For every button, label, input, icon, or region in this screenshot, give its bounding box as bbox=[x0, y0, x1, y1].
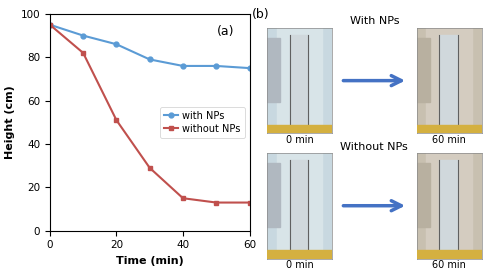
without NPs bbox=[213, 201, 219, 204]
without NPs bbox=[80, 51, 86, 54]
Text: 60 min: 60 min bbox=[432, 260, 466, 270]
Bar bbox=[417, 250, 482, 259]
X-axis label: Time (min): Time (min) bbox=[116, 256, 184, 266]
with NPs bbox=[213, 64, 219, 68]
with NPs bbox=[247, 66, 252, 70]
Bar bbox=[267, 125, 332, 133]
Text: (a): (a) bbox=[217, 25, 235, 38]
without NPs bbox=[247, 201, 252, 204]
Text: (b): (b) bbox=[252, 8, 269, 21]
Text: 60 min: 60 min bbox=[432, 135, 466, 145]
Line: with NPs: with NPs bbox=[47, 22, 252, 71]
with NPs bbox=[180, 64, 186, 68]
Line: without NPs: without NPs bbox=[47, 22, 252, 205]
Text: With NPs: With NPs bbox=[349, 16, 399, 26]
Y-axis label: Height (cm): Height (cm) bbox=[5, 85, 15, 159]
Legend: with NPs, without NPs: with NPs, without NPs bbox=[160, 107, 245, 138]
Text: Without NPs: Without NPs bbox=[340, 142, 408, 152]
without NPs bbox=[113, 118, 119, 122]
Bar bbox=[417, 125, 482, 133]
without NPs bbox=[147, 166, 153, 170]
with NPs bbox=[113, 43, 119, 46]
with NPs bbox=[47, 23, 53, 26]
with NPs bbox=[147, 58, 153, 61]
without NPs bbox=[47, 23, 53, 26]
without NPs bbox=[180, 197, 186, 200]
Text: 0 min: 0 min bbox=[285, 135, 313, 145]
with NPs bbox=[80, 34, 86, 37]
Bar bbox=[267, 250, 332, 259]
Text: 0 min: 0 min bbox=[285, 260, 313, 270]
